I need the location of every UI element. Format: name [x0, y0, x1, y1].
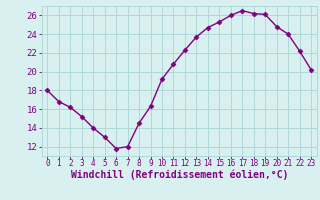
X-axis label: Windchill (Refroidissement éolien,°C): Windchill (Refroidissement éolien,°C) [70, 170, 288, 180]
